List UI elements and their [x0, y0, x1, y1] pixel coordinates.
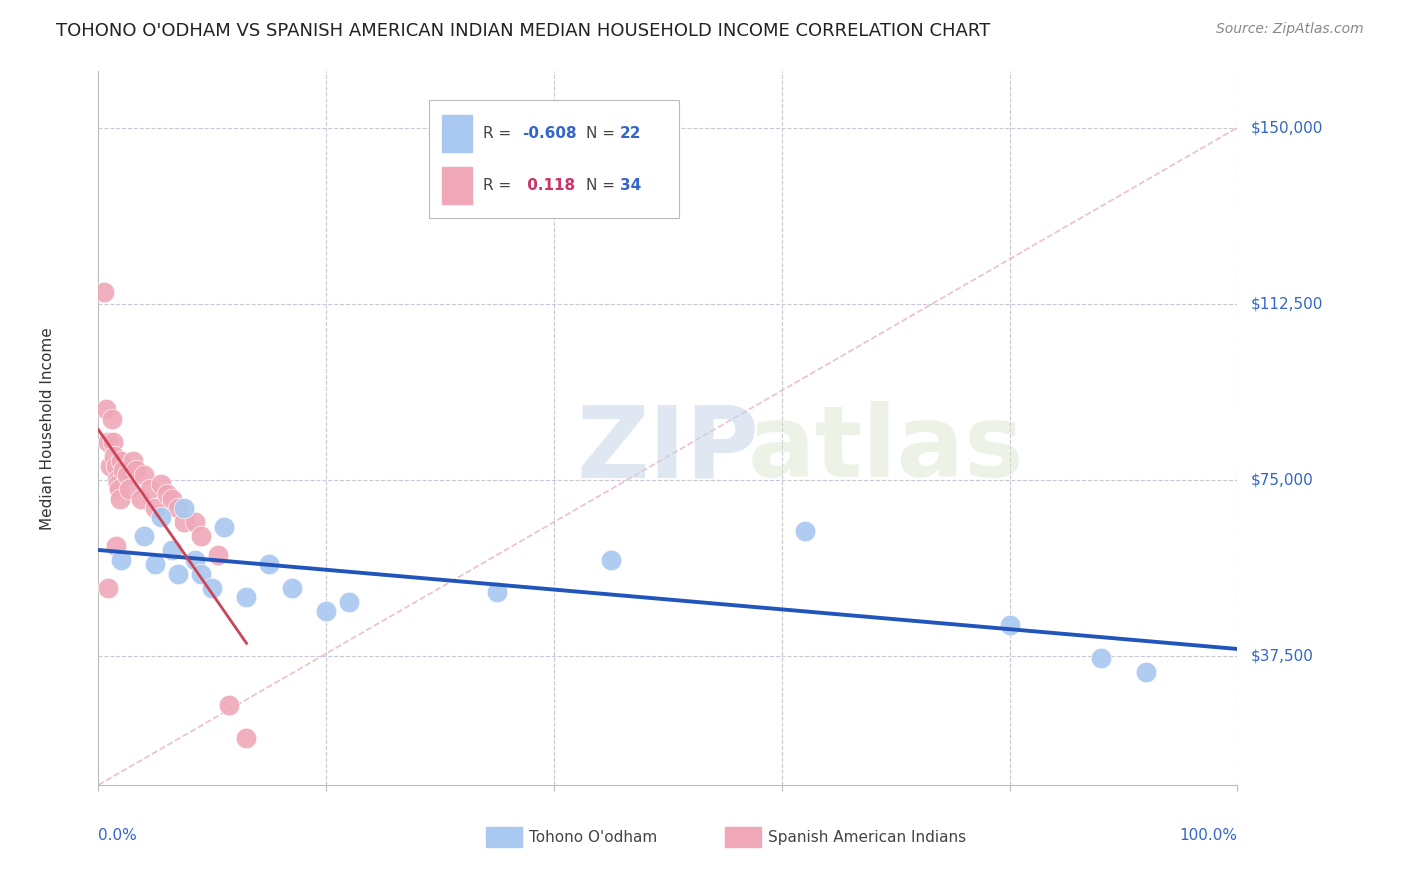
- Point: [162, 491, 184, 506]
- Text: R =: R =: [484, 126, 512, 141]
- Text: Tohono O'odham: Tohono O'odham: [529, 830, 657, 845]
- Text: ZIP: ZIP: [576, 401, 759, 498]
- Point: [104, 458, 127, 473]
- Text: 100.0%: 100.0%: [1180, 828, 1237, 843]
- Bar: [485, 827, 522, 847]
- Point: [235, 590, 257, 604]
- Point: [167, 566, 190, 581]
- Point: [103, 450, 125, 464]
- Point: [110, 552, 132, 566]
- Bar: [443, 115, 472, 152]
- Text: 22: 22: [620, 126, 641, 141]
- Text: N =: N =: [586, 126, 614, 141]
- Point: [103, 435, 125, 450]
- Point: [145, 558, 167, 572]
- Point: [156, 487, 179, 501]
- Point: [118, 482, 141, 496]
- Point: [96, 581, 118, 595]
- Point: [132, 529, 155, 543]
- Point: [112, 463, 135, 477]
- Text: $150,000: $150,000: [1251, 120, 1323, 136]
- Bar: [725, 827, 761, 847]
- Point: [212, 520, 235, 534]
- Text: Median Household Income: Median Household Income: [39, 326, 55, 530]
- Point: [998, 618, 1021, 632]
- Point: [121, 454, 143, 468]
- Point: [207, 548, 229, 562]
- Text: $37,500: $37,500: [1251, 648, 1313, 664]
- Point: [793, 524, 815, 539]
- Point: [173, 515, 195, 529]
- Text: $112,500: $112,500: [1251, 296, 1323, 311]
- Text: 34: 34: [620, 178, 641, 193]
- Point: [184, 552, 207, 566]
- Point: [93, 285, 115, 299]
- Point: [281, 581, 304, 595]
- Point: [600, 552, 623, 566]
- Point: [173, 500, 195, 515]
- Point: [162, 543, 184, 558]
- Point: [96, 435, 118, 450]
- Point: [129, 491, 152, 506]
- Point: [150, 477, 173, 491]
- Text: 0.118: 0.118: [522, 178, 575, 193]
- Text: $75,000: $75,000: [1251, 472, 1313, 487]
- Point: [101, 411, 124, 425]
- Point: [145, 500, 167, 515]
- Point: [150, 510, 173, 524]
- Point: [98, 458, 121, 473]
- Point: [115, 468, 138, 483]
- Text: TOHONO O'ODHAM VS SPANISH AMERICAN INDIAN MEDIAN HOUSEHOLD INCOME CORRELATION CH: TOHONO O'ODHAM VS SPANISH AMERICAN INDIA…: [56, 22, 990, 40]
- Point: [315, 604, 337, 618]
- Point: [138, 482, 160, 496]
- Text: Source: ZipAtlas.com: Source: ZipAtlas.com: [1216, 22, 1364, 37]
- Text: 0.0%: 0.0%: [98, 828, 138, 843]
- Point: [1090, 651, 1112, 665]
- Point: [486, 585, 509, 599]
- Text: Spanish American Indians: Spanish American Indians: [768, 830, 966, 845]
- Point: [235, 731, 257, 745]
- Point: [184, 515, 207, 529]
- Point: [167, 500, 190, 515]
- FancyBboxPatch shape: [429, 100, 679, 218]
- Point: [201, 581, 224, 595]
- Text: -0.608: -0.608: [522, 126, 576, 141]
- Text: N =: N =: [586, 178, 614, 193]
- Text: R =: R =: [484, 178, 512, 193]
- Point: [108, 491, 131, 506]
- Point: [1135, 665, 1157, 680]
- Point: [107, 477, 129, 491]
- Point: [132, 468, 155, 483]
- Point: [190, 566, 212, 581]
- Point: [218, 698, 240, 713]
- Point: [190, 529, 212, 543]
- Point: [337, 595, 360, 609]
- Point: [125, 463, 148, 477]
- Point: [259, 558, 281, 572]
- Bar: [443, 167, 472, 204]
- Point: [110, 454, 132, 468]
- Point: [96, 402, 118, 417]
- Point: [104, 539, 127, 553]
- Point: [105, 473, 128, 487]
- Text: atlas: atlas: [748, 401, 1024, 498]
- Point: [108, 482, 131, 496]
